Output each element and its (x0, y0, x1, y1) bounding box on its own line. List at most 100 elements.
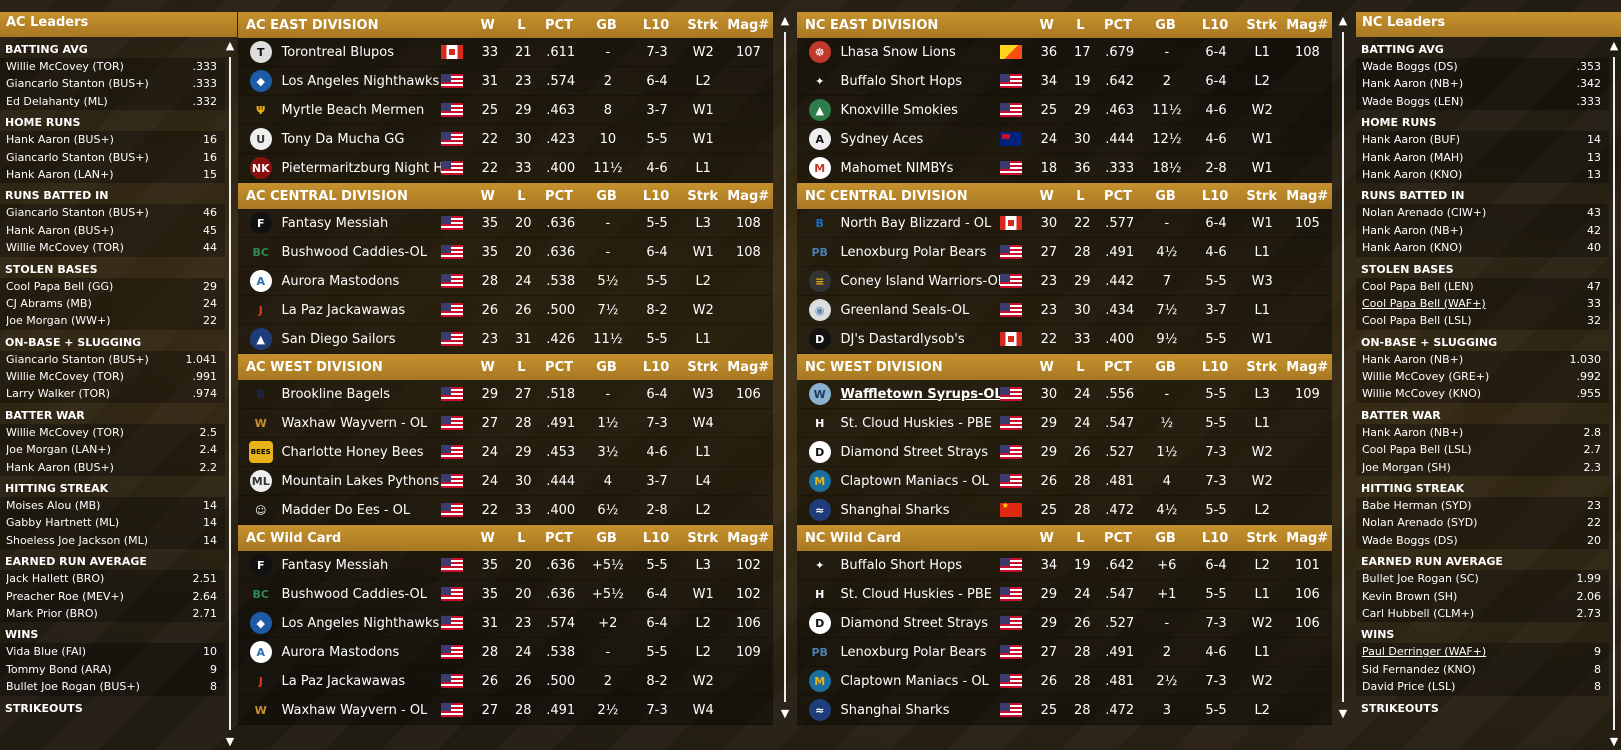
leader-row[interactable]: Hank Aaron (NB+) 42 (1356, 221, 1609, 240)
column-header-l10[interactable]: L10 (642, 359, 670, 375)
team-row[interactable]: H St. Cloud Huskies - PBE 29 24 .547 ½ 5-5 L1 (797, 409, 1332, 438)
scroll-up-icon[interactable]: ▲ (780, 14, 790, 27)
leader-row[interactable]: Carl Hubbell (CLM+) 2.73 (1356, 604, 1609, 623)
leader-player-name[interactable]: Wade Boggs (DS) (1362, 533, 1458, 547)
column-header-w[interactable]: W (1039, 530, 1054, 546)
leader-player-name[interactable]: Hank Aaron (BUF) (1362, 133, 1461, 147)
team-name[interactable]: Claptown Maniacs - OL (840, 673, 989, 689)
team-row[interactable]: A Sydney Aces 24 30 .444 12½ 4-6 W1 (797, 125, 1332, 154)
leader-row[interactable]: Willie McCovey (GRE+) .992 (1356, 368, 1609, 386)
leader-player-name[interactable]: Cool Papa Bell (LEN) (1362, 279, 1474, 293)
column-header-pct[interactable]: PCT (545, 188, 573, 204)
team-row[interactable]: M Claptown Maniacs - OL 26 28 .481 2½ 7-3 W2 (797, 667, 1332, 696)
team-name[interactable]: Diamond Street Strays (840, 615, 989, 631)
scroll-down-icon[interactable]: ▼ (1338, 707, 1348, 720)
team-name[interactable]: Madder Do Ees - OL (281, 502, 411, 518)
leader-row[interactable]: Cool Papa Bell (WAF+) 33 (1356, 294, 1609, 313)
leader-player-name[interactable]: Giancarlo Stanton (BUS+) (6, 352, 149, 366)
team-name[interactable]: St. Cloud Huskies - PBE (840, 586, 992, 602)
leader-player-name[interactable]: Mark Prior (BRO) (6, 606, 98, 620)
leader-row[interactable]: Hank Aaron (NB+) 1.030 (1356, 350, 1609, 369)
team-name[interactable]: Shanghai Sharks (840, 502, 950, 518)
team-row[interactable]: ≈ Shanghai Sharks 25 28 .472 4½ 5-5 L2 (797, 496, 1332, 525)
column-header-w[interactable]: W (1039, 188, 1054, 204)
column-header-l[interactable]: L (1076, 17, 1085, 33)
leader-player-name[interactable]: Hank Aaron (NB+) (1362, 77, 1464, 91)
column-header-gb[interactable]: GB (596, 359, 617, 375)
team-name[interactable]: Tony Da Mucha GG (281, 131, 405, 147)
leader-row[interactable]: Hank Aaron (KNO) 40 (1356, 239, 1609, 257)
team-name[interactable]: Los Angeles Nighthawks - OL (281, 615, 440, 631)
team-row[interactable]: PB Lenoxburg Polar Bears 27 28 .491 2 4-6 L1 (797, 638, 1332, 667)
scroll-up-icon[interactable]: ▲ (225, 39, 235, 52)
team-row[interactable]: ✦ Buffalo Short Hops 34 19 .642 2 6-4 L2 (797, 67, 1332, 96)
team-row[interactable]: ▲ San Diego Sailors 23 31 .426 11½ 5-5 L1 (238, 325, 773, 354)
column-header-pct[interactable]: PCT (1104, 359, 1132, 375)
leader-row[interactable]: Giancarlo Stanton (BUS+) 1.041 (0, 350, 225, 369)
leader-row[interactable]: Hank Aaron (MAH) 13 (1356, 148, 1609, 166)
leaders-scrollbar[interactable]: ▲ ▼ (225, 39, 235, 748)
leader-player-name[interactable]: Wade Boggs (LEN) (1362, 94, 1464, 108)
scroll-track[interactable] (1342, 32, 1344, 702)
column-header-l10[interactable]: L10 (1201, 359, 1229, 375)
column-header-l[interactable]: L (1076, 188, 1085, 204)
leader-player-name[interactable]: Kevin Brown (SH) (1362, 589, 1458, 603)
leader-player-name[interactable]: Jack Hallett (BRO) (6, 572, 105, 586)
team-row[interactable]: BC Bushwood Caddies-OL 35 20 .636 - 6-4 W1 108 (238, 238, 773, 267)
team-name[interactable]: Fantasy Messiah (281, 215, 389, 231)
leader-player-name[interactable]: Joe Morgan (LAN+) (6, 443, 111, 457)
team-name[interactable]: Claptown Maniacs - OL (840, 473, 989, 489)
team-row[interactable]: T Torontreal Blupos 33 21 .611 - 7-3 W2 107 (238, 38, 773, 67)
column-header-strk[interactable]: Strk (1246, 188, 1277, 204)
scroll-track[interactable] (1613, 57, 1615, 730)
leader-row[interactable]: Ed Delahanty (ML) .332 (0, 92, 225, 111)
scroll-down-icon[interactable]: ▼ (1609, 735, 1619, 748)
team-name[interactable]: North Bay Blizzard - OL (840, 215, 992, 231)
leader-row[interactable]: Hank Aaron (BUS+) 16 (0, 131, 225, 149)
team-name[interactable]: Waxhaw Wayvern - OL (281, 415, 428, 431)
leader-player-name[interactable]: Hank Aaron (NB+) (1362, 425, 1464, 439)
team-row[interactable]: D Diamond Street Strays 29 26 .527 1½ 7-3 W2 (797, 438, 1332, 467)
column-header-l[interactable]: L (517, 188, 526, 204)
column-header-strk[interactable]: Strk (687, 359, 718, 375)
team-row[interactable]: W Waxhaw Wayvern - OL 27 28 .491 1½ 7-3 W4 (238, 409, 773, 438)
leader-row[interactable]: CJ Abrams (MB) 24 (0, 294, 225, 313)
leader-row[interactable]: Giancarlo Stanton (BUS+) 46 (0, 204, 225, 222)
team-name[interactable]: Sydney Aces (840, 131, 924, 147)
team-row[interactable]: Ψ Myrtle Beach Mermen 25 29 .463 8 3-7 W1 (238, 96, 773, 125)
team-row[interactable]: PB Lenoxburg Polar Bears 27 28 .491 4½ 4-6 L1 (797, 238, 1332, 267)
column-header-w[interactable]: W (480, 17, 495, 33)
leader-row[interactable]: Nolan Arenado (SYD) 22 (1356, 514, 1609, 532)
team-row[interactable]: A Aurora Mastodons 28 24 .538 5½ 5-5 L2 (238, 267, 773, 296)
leader-row[interactable]: Wade Boggs (LEN) .333 (1356, 92, 1609, 111)
team-row[interactable]: ✦ Buffalo Short Hops 34 19 .642 +6 6-4 L2 101 (797, 551, 1332, 580)
team-row[interactable]: BC Bushwood Caddies-OL 35 20 .636 +5½ 6-4 W1 102 (238, 580, 773, 609)
scroll-down-icon[interactable]: ▼ (780, 707, 790, 720)
leader-row[interactable]: Willie McCovey (TOR) 2.5 (0, 423, 225, 442)
team-name[interactable]: Bushwood Caddies-OL (281, 586, 428, 602)
leader-player-name[interactable]: Gabby Hartnett (ML) (6, 516, 120, 530)
leader-player-name[interactable]: Ed Delahanty (ML) (6, 94, 108, 108)
leader-row[interactable]: Paul Derringer (WAF+) 9 (1356, 643, 1609, 661)
leader-row[interactable]: Giancarlo Stanton (BUS+) 16 (0, 148, 225, 166)
leader-player-name[interactable]: Hank Aaron (LAN+) (6, 167, 114, 181)
team-row[interactable]: B North Bay Blizzard - OL 30 22 .577 - 6-4 W1 10… (797, 209, 1332, 238)
leader-row[interactable]: Vida Blue (FAI) 10 (0, 643, 225, 661)
leader-player-name[interactable]: Hank Aaron (BUS+) (6, 133, 114, 147)
team-row[interactable]: W Waffletown Syrups-OL 30 24 .556 - 5-5 L3 109 (797, 380, 1332, 409)
column-header-w[interactable]: W (480, 530, 495, 546)
leader-row[interactable]: Shoeless Joe Jackson (ML) 14 (0, 531, 225, 550)
leader-player-name[interactable]: Willie McCovey (TOR) (6, 60, 124, 73)
leader-player-name[interactable]: Wade Boggs (DS) (1362, 60, 1458, 73)
column-header-l10[interactable]: L10 (1201, 188, 1229, 204)
column-header-l10[interactable]: L10 (642, 188, 670, 204)
leader-row[interactable]: Larry Walker (TOR) .974 (0, 385, 225, 403)
leader-row[interactable]: Babe Herman (SYD) 23 (1356, 497, 1609, 515)
scroll-track[interactable] (784, 32, 786, 702)
column-header-pct[interactable]: PCT (1104, 17, 1132, 33)
team-row[interactable]: F Fantasy Messiah 35 20 .636 - 5-5 L3 108 (238, 209, 773, 238)
column-header-strk[interactable]: Strk (1246, 359, 1277, 375)
leader-row[interactable]: Willie McCovey (TOR) .991 (0, 368, 225, 386)
team-name[interactable]: Waffletown Syrups-OL (840, 386, 1000, 402)
team-row[interactable]: D DJ's Dastardlysob's 22 33 .400 9½ 5-5 W1 (797, 325, 1332, 354)
